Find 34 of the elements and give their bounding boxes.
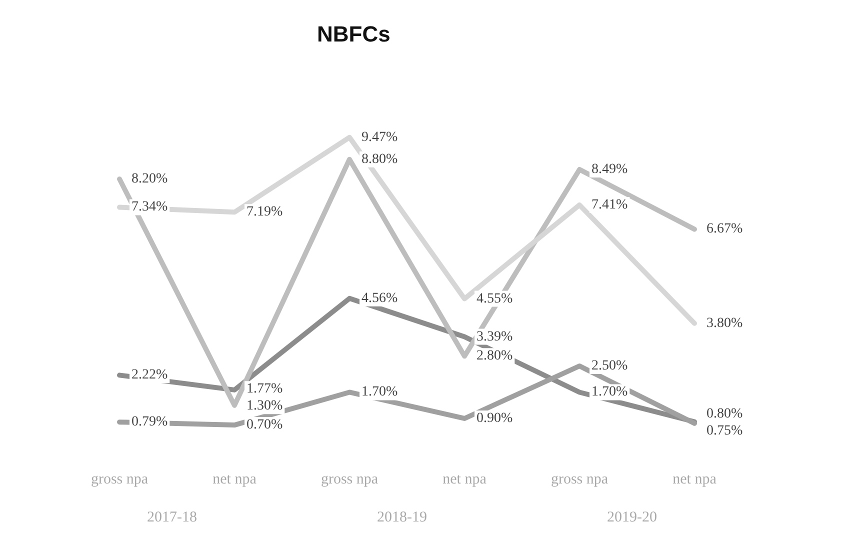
data-label: 8.80%: [362, 152, 398, 167]
data-label: 2.80%: [476, 348, 513, 364]
text: 2018-19: [377, 510, 427, 526]
x-tick-label: net npa: [672, 472, 717, 488]
data-label: 0.79%: [132, 414, 168, 430]
data-label: 4.55%: [476, 291, 513, 306]
data-label: 2.22%: [132, 368, 168, 383]
data-label: 6.67%: [706, 222, 743, 237]
x-tick-label: net npa: [442, 472, 487, 488]
data-label: 2.50%: [592, 358, 628, 374]
x-tick-label: gross npa: [550, 472, 608, 488]
data-label: 1.70%: [592, 384, 628, 400]
data-label: 9.47%: [362, 130, 398, 145]
data-label: 3.80%: [706, 316, 743, 331]
data-label: 1.70%: [362, 384, 398, 400]
text: 2017-18: [147, 510, 197, 526]
text: 2019-20: [607, 510, 657, 526]
data-label: 8.49%: [592, 162, 628, 178]
data-label: 0.75%: [706, 424, 743, 439]
data-label: 0.80%: [706, 406, 743, 422]
x-tick-label: gross npa: [320, 472, 378, 488]
x-tick-label: net npa: [212, 472, 257, 488]
data-label: 1.77%: [246, 382, 283, 397]
data-label: 3.39%: [476, 329, 513, 344]
data-label: 0.70%: [246, 418, 283, 433]
data-label: 0.90%: [476, 410, 513, 426]
data-label: 7.34%: [132, 200, 168, 215]
data-label: 4.56%: [362, 290, 398, 306]
chart-title: NBFCs: [317, 22, 390, 46]
x-tick-label: gross npa: [90, 472, 148, 488]
data-label: 7.41%: [592, 197, 628, 212]
data-label: 7.19%: [246, 204, 283, 220]
data-label: 1.30%: [246, 398, 283, 414]
data-label: 8.20%: [132, 172, 168, 187]
